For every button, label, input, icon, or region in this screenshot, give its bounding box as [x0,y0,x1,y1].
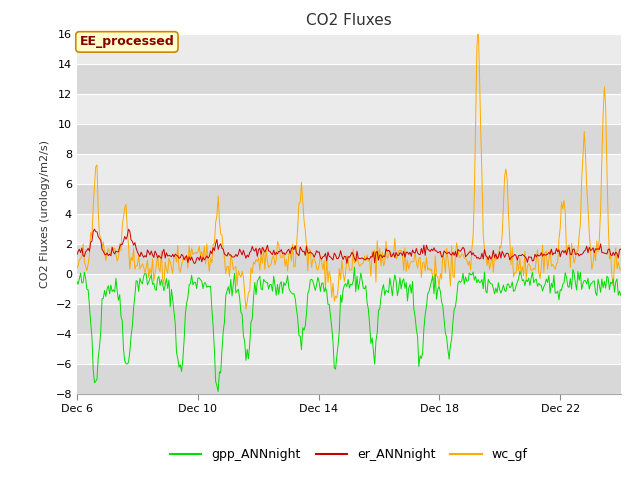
Bar [77,94,621,123]
Bar [77,154,621,183]
Bar [77,303,621,334]
Bar [77,123,621,154]
Bar [77,243,621,274]
Text: EE_processed: EE_processed [79,36,174,48]
Bar [77,214,621,243]
Bar [77,274,621,303]
Bar [77,34,621,63]
Title: CO2 Fluxes: CO2 Fluxes [306,13,392,28]
Bar [77,364,621,394]
Legend: gpp_ANNnight, er_ANNnight, wc_gf: gpp_ANNnight, er_ANNnight, wc_gf [165,443,532,466]
Bar [77,183,621,214]
Y-axis label: CO2 Fluxes (urology/m2/s): CO2 Fluxes (urology/m2/s) [40,140,50,288]
Bar [77,334,621,364]
Bar [77,63,621,94]
